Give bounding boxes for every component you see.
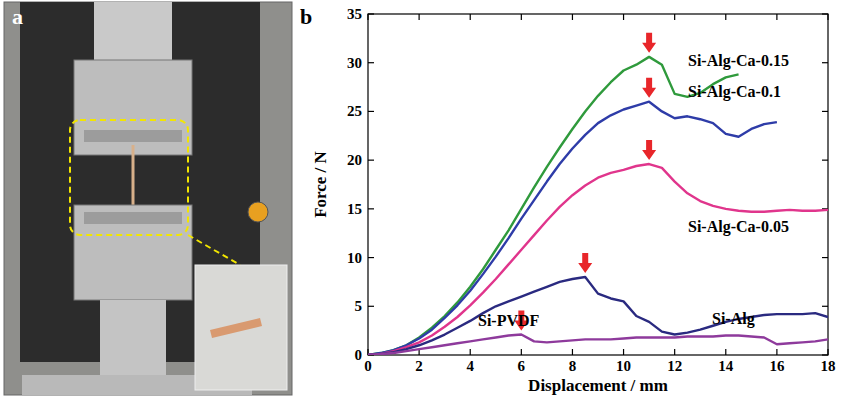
peak-arrow (642, 78, 656, 98)
x-tick-top (827, 14, 828, 20)
y-tick (368, 62, 374, 63)
y-tick-label: 30 (347, 55, 362, 71)
series-line (368, 277, 828, 355)
x-tick-top (419, 14, 420, 20)
y-tick-label: 10 (347, 250, 362, 266)
x-tick (776, 349, 777, 355)
axes: 0 2 4 6 8 10 12 14 16 18 0 5 10 15 20 25 30 35 Displacemen… (311, 6, 836, 395)
x-tick-label: 12 (667, 358, 682, 374)
x-tick-top (725, 14, 726, 20)
x-tick-label: 10 (616, 358, 631, 374)
figure: a 0 2 4 6 8 10 12 14 16 18 0 5 10 15 20 25 30 35 Displaceme… (0, 0, 841, 397)
inset-link (188, 235, 240, 265)
plot-frame (368, 14, 828, 355)
photo-frame (4, 2, 292, 395)
x-tick-top (470, 14, 471, 20)
x-tick (827, 349, 828, 355)
y-tick-right (822, 306, 828, 307)
y-tick (368, 13, 374, 14)
upper-grip (74, 60, 192, 155)
x-tick-label: 18 (821, 358, 836, 374)
y-tick-right (822, 257, 828, 258)
inset-photo (195, 265, 287, 390)
plot-area (368, 57, 828, 355)
series-line (368, 164, 828, 355)
y-tick-right (822, 160, 828, 161)
y-tick-right (822, 111, 828, 112)
series-line (368, 335, 828, 355)
y-tick (368, 208, 374, 209)
y-tick-label: 0 (355, 347, 363, 363)
x-tick (623, 349, 624, 355)
x-tick-top (572, 14, 573, 20)
panel-label: a (12, 4, 23, 29)
x-tick (470, 349, 471, 355)
x-tick-label: 6 (518, 358, 526, 374)
y-tick (368, 306, 374, 307)
peak-arrow (642, 33, 656, 53)
x-tick-label: 16 (769, 358, 785, 374)
x-tick-top (674, 14, 675, 20)
annotations: Si-Alg-Ca-0.15 Si-Alg-Ca-0.1 Si-Alg-Ca-0.0… (478, 33, 789, 331)
x-tick-top (623, 14, 624, 20)
series-line (368, 57, 739, 355)
x-tick-top (521, 14, 522, 20)
y-tick-right (822, 354, 828, 355)
y-tick-label: 15 (347, 201, 362, 217)
y-tick (368, 257, 374, 258)
photo-panel (4, 2, 292, 395)
y-tick (368, 111, 374, 112)
x-tick (725, 349, 726, 355)
x-tick (674, 349, 675, 355)
x-tick-label: 8 (569, 358, 577, 374)
x-tick (572, 349, 573, 355)
specimen (132, 145, 135, 212)
series-label: Si-Alg-Ca-0.05 (688, 218, 789, 236)
lower-clamp (84, 212, 182, 224)
upper-clamp (84, 130, 182, 142)
peak-arrow (642, 140, 656, 160)
lower-grip (74, 205, 192, 300)
y-tick-right (822, 62, 828, 63)
upper-shaft (94, 2, 172, 62)
y-tick-label: 20 (347, 152, 362, 168)
series-label: Si-Alg (712, 310, 755, 328)
x-tick-label: 2 (415, 358, 423, 374)
y-tick-label: 35 (347, 6, 362, 22)
x-tick-top (367, 14, 368, 20)
y-tick (368, 160, 374, 161)
x-tick-label: 4 (466, 358, 474, 374)
machine-button (248, 202, 268, 222)
y-tick-label: 25 (347, 103, 362, 119)
series-label: Si-Alg-Ca-0.15 (688, 52, 789, 70)
y-axis-title: Force / N (311, 150, 330, 217)
series-label: Si-Alg-Ca-0.1 (688, 83, 781, 101)
x-axis-title: Displacement / mm (528, 376, 668, 395)
x-tick-label: 14 (718, 358, 734, 374)
panel-label: b (300, 4, 312, 29)
highlight-box (70, 120, 188, 235)
y-tick-right (822, 13, 828, 14)
x-tick-top (776, 14, 777, 20)
y-tick-label: 5 (355, 298, 363, 314)
x-tick (521, 349, 522, 355)
x-tick-label: 0 (364, 358, 372, 374)
photo-background (4, 2, 292, 395)
inset-specimen (210, 318, 262, 338)
series-label: Si-PVDF (478, 312, 540, 329)
peak-arrow (578, 253, 592, 273)
